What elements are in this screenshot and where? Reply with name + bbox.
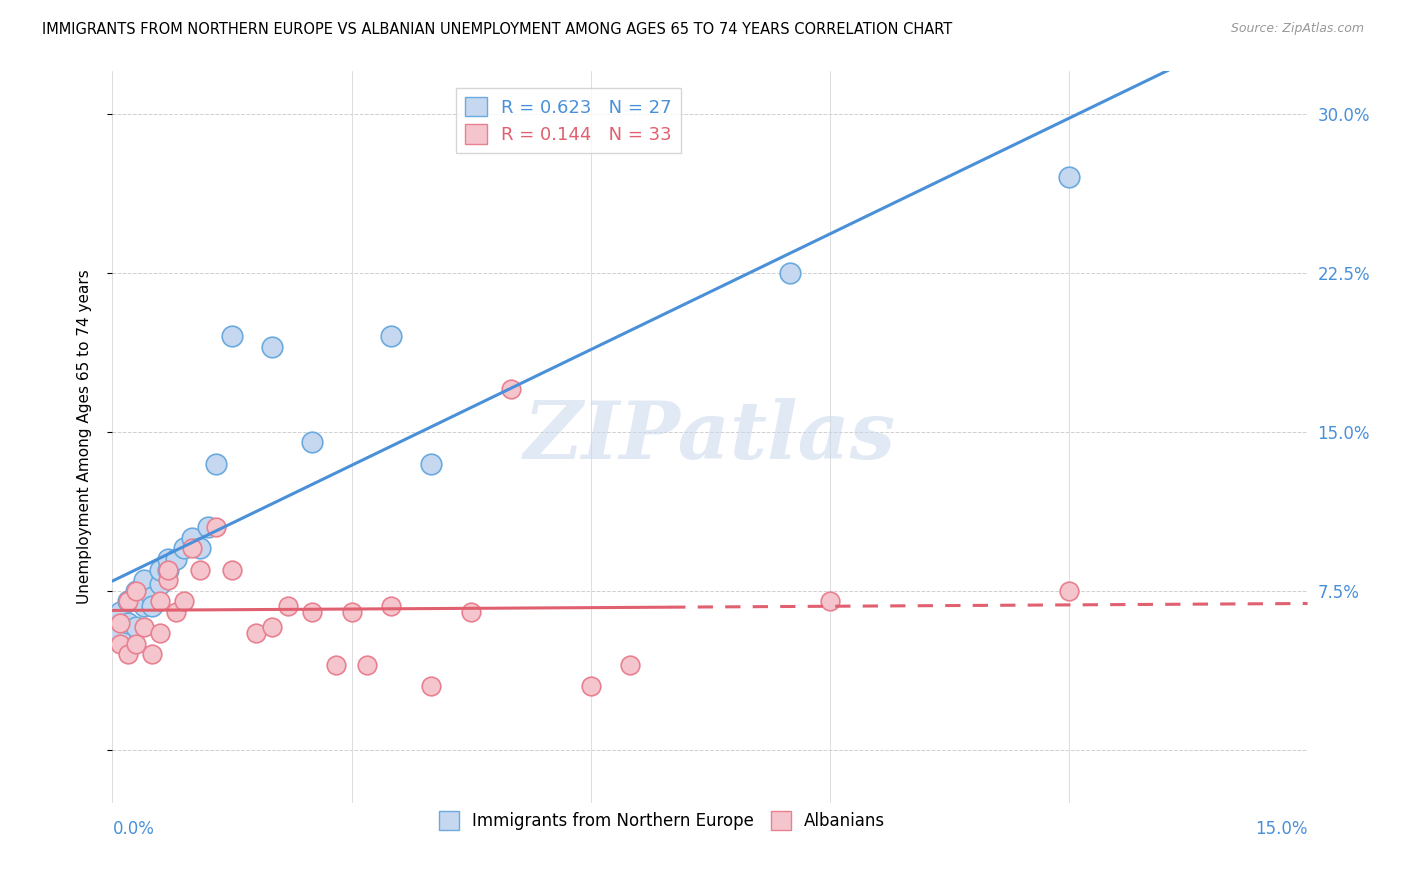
Point: [125, 583, 148, 598]
Point: [325, 658, 347, 673]
Point: [420, 457, 443, 471]
Point: [173, 541, 195, 556]
Text: Source: ZipAtlas.com: Source: ZipAtlas.com: [1230, 22, 1364, 36]
Legend: Immigrants from Northern Europe, Albanians: Immigrants from Northern Europe, Albania…: [430, 803, 894, 838]
Point: [141, 648, 163, 662]
Point: [181, 531, 204, 545]
Point: [149, 626, 172, 640]
Point: [157, 573, 180, 587]
Point: [181, 541, 204, 556]
Point: [420, 679, 443, 693]
Point: [134, 599, 156, 613]
Point: [221, 329, 243, 343]
Point: [499, 383, 522, 397]
Text: 0.0%: 0.0%: [112, 820, 155, 838]
Point: [173, 594, 195, 608]
Point: [277, 599, 299, 613]
Point: [134, 573, 156, 587]
Point: [619, 658, 641, 673]
Y-axis label: Unemployment Among Ages 65 to 74 years: Unemployment Among Ages 65 to 74 years: [77, 269, 91, 605]
Point: [245, 626, 267, 640]
Point: [141, 590, 163, 604]
Point: [221, 563, 243, 577]
Point: [149, 594, 172, 608]
Text: 15.0%: 15.0%: [1256, 820, 1308, 838]
Point: [380, 599, 402, 613]
Point: [188, 541, 211, 556]
Point: [149, 577, 172, 591]
Text: IMMIGRANTS FROM NORTHERN EUROPE VS ALBANIAN UNEMPLOYMENT AMONG AGES 65 TO 74 YEA: IMMIGRANTS FROM NORTHERN EUROPE VS ALBAN…: [42, 22, 952, 37]
Point: [125, 620, 148, 634]
Point: [197, 520, 219, 534]
Point: [110, 637, 132, 651]
Point: [157, 552, 180, 566]
Point: [117, 594, 139, 608]
Text: ZIPatlas: ZIPatlas: [524, 399, 896, 475]
Point: [165, 552, 187, 566]
Point: [110, 615, 132, 630]
Point: [110, 605, 132, 619]
Point: [125, 583, 148, 598]
Point: [260, 340, 283, 354]
Point: [205, 520, 228, 534]
Point: [157, 563, 180, 577]
Point: [110, 626, 132, 640]
Point: [779, 266, 801, 280]
Point: [380, 329, 402, 343]
Point: [117, 648, 139, 662]
Point: [165, 605, 187, 619]
Point: [301, 435, 323, 450]
Point: [141, 599, 163, 613]
Point: [460, 605, 482, 619]
Point: [188, 563, 211, 577]
Point: [301, 605, 323, 619]
Point: [157, 563, 180, 577]
Point: [260, 620, 283, 634]
Point: [356, 658, 378, 673]
Point: [134, 620, 156, 634]
Point: [117, 615, 139, 630]
Point: [818, 594, 841, 608]
Point: [205, 457, 228, 471]
Point: [149, 563, 172, 577]
Point: [1057, 583, 1080, 598]
Point: [340, 605, 363, 619]
Point: [579, 679, 602, 693]
Point: [125, 637, 148, 651]
Point: [117, 594, 139, 608]
Point: [1057, 170, 1080, 185]
